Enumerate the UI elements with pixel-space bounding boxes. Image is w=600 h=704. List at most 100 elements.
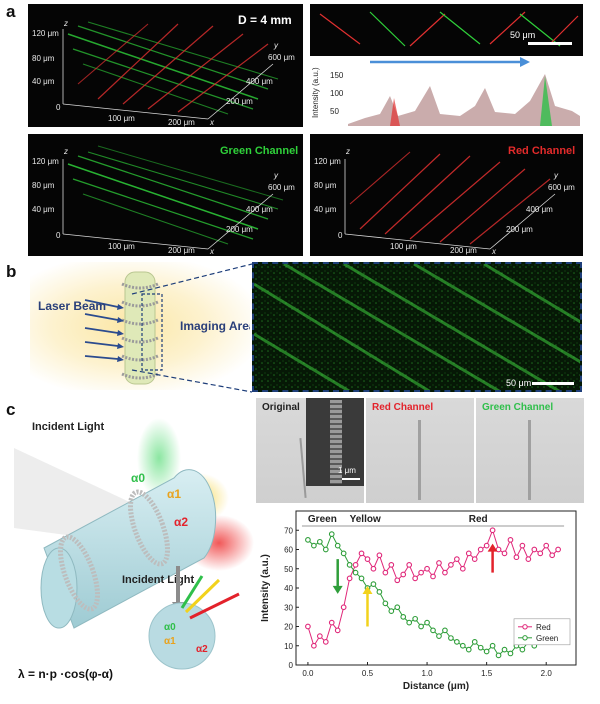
r-z-tick-120: 120 μm: [314, 157, 341, 166]
panel-c-svg: Incident Light α0 α1 α2 Incident Light α…: [14, 418, 254, 681]
panel-a-strip: 50 μm: [310, 4, 583, 56]
y-tick-200: 200 μm: [226, 97, 253, 106]
g-x-tick-200: 200 μm: [168, 246, 195, 255]
annotation-arrows: [332, 543, 498, 627]
point-red: [495, 546, 502, 553]
point-green: [382, 600, 389, 607]
panel-a-3d-green-svg: 120 μm 80 μm 40 μm 0 z 100 μm 200 μm x 6…: [32, 145, 298, 256]
helix-c: [58, 489, 170, 612]
panel-a-strip-svg: 50 μm: [319, 11, 579, 47]
point-green: [388, 608, 395, 614]
point-red: [436, 560, 442, 566]
r-y-tick-400: 400 μm: [526, 205, 553, 214]
point-red: [388, 562, 395, 568]
point-red: [316, 633, 323, 639]
profile-tick-100: 100: [330, 89, 344, 98]
sem-scale-label: 1 μm: [338, 466, 356, 475]
imaging-area-box: [141, 293, 163, 371]
panel-a-3d-red: 120 μm 80 μm 40 μm 0 z 100 μm 200 μm x 6…: [310, 134, 583, 256]
y-tick-600: 600 μm: [268, 53, 295, 62]
original-image: Original 1 μm: [256, 398, 364, 503]
g-z-tick-0: 0: [56, 231, 61, 240]
point-green: [424, 619, 430, 626]
profile-tick-150: 150: [330, 71, 344, 80]
point-green: [477, 644, 484, 651]
imaging-scale-bar: [532, 382, 574, 385]
point-green: [328, 531, 335, 537]
annotation-arrow-head: [362, 586, 373, 594]
region-labels: Green Yellow Red: [301, 514, 565, 527]
y-tick-label: 70: [284, 526, 293, 535]
x-axis-label: x: [209, 118, 215, 127]
point-green: [507, 650, 514, 657]
point-green: [483, 648, 490, 655]
point-green: [465, 646, 472, 653]
alpha1-label: α1: [167, 487, 181, 501]
point-green: [418, 623, 424, 630]
green-axes: [62, 159, 274, 250]
merged-axes: [62, 29, 274, 120]
panel-b-schematic: Laser Beam Imaging Area: [30, 262, 256, 390]
y-tick-label: 10: [284, 642, 293, 651]
strip-filaments: [319, 11, 579, 47]
merged-filaments: [67, 21, 279, 115]
point-green: [346, 562, 353, 568]
intensity-profile-svg: Intensity (a.u.) 150 100 50: [311, 57, 580, 126]
x-tick-label: 1.0: [422, 669, 434, 678]
point-red: [400, 571, 407, 578]
point-green: [334, 542, 341, 549]
y-tick-label: 40: [284, 584, 293, 593]
point-red: [382, 569, 389, 576]
point-green: [412, 615, 418, 622]
y-ticks: 0 10 20 30 40 50 60 70: [284, 526, 299, 670]
point-green: [322, 546, 329, 553]
point-red: [442, 569, 448, 576]
inset-circle: [148, 602, 216, 670]
point-red: [471, 556, 478, 562]
point-green: [358, 575, 365, 582]
point-green: [454, 639, 460, 645]
imaging-view-svg: 50 μm: [254, 264, 580, 390]
point-red: [352, 562, 359, 568]
panel-a-3d-merged: 120 μm 80 μm 40 μm 0 z 100 μm 200 μm x 6…: [28, 4, 303, 127]
green-channel-image: Green Channel: [476, 398, 584, 503]
fiber-cylinder: [124, 271, 156, 385]
point-red: [376, 552, 383, 559]
z-tick-120: 120 μm: [32, 29, 59, 38]
point-red: [448, 562, 454, 568]
point-red: [334, 627, 341, 634]
helix-coils: [121, 282, 159, 380]
point-green: [394, 604, 401, 611]
r-y-axis-label: y: [553, 171, 559, 180]
r-z-tick-40: 40 μm: [314, 205, 337, 214]
diameter-label: D = 4 mm: [238, 13, 292, 27]
r-z-axis-label: z: [345, 147, 350, 156]
region-red-label: Red: [469, 514, 488, 525]
y-tick-label: 50: [284, 565, 293, 574]
point-red: [519, 542, 526, 549]
g-x-axis-label: x: [209, 247, 215, 256]
point-red: [311, 642, 317, 649]
laser-arrows: [84, 299, 119, 360]
panel-a-intensity-profile: Intensity (a.u.) 150 100 50: [310, 56, 583, 130]
point-red: [406, 562, 413, 568]
point-red: [328, 619, 335, 626]
z-axis-label: z: [63, 19, 68, 28]
profile-ylabel: Intensity (a.u.): [311, 67, 320, 118]
sem-scale-bar: [342, 478, 360, 480]
scan-arrow-head: [520, 57, 530, 67]
red-filaments: [349, 151, 551, 245]
y-axis-label: y: [273, 41, 279, 50]
g-y-axis-label: y: [273, 171, 279, 180]
inset-alpha0: α0: [164, 622, 176, 633]
inset-alpha1: α1: [164, 636, 176, 647]
strip-scale-bar: [528, 42, 572, 45]
point-red: [543, 542, 550, 549]
point-green: [305, 537, 311, 543]
series-group: [305, 527, 561, 659]
point-red: [459, 565, 466, 572]
g-z-axis-label: z: [63, 147, 68, 156]
x-tick-label: 1.5: [481, 669, 493, 678]
green-out-arrow: [180, 575, 204, 609]
z-tick-40: 40 μm: [32, 77, 55, 86]
